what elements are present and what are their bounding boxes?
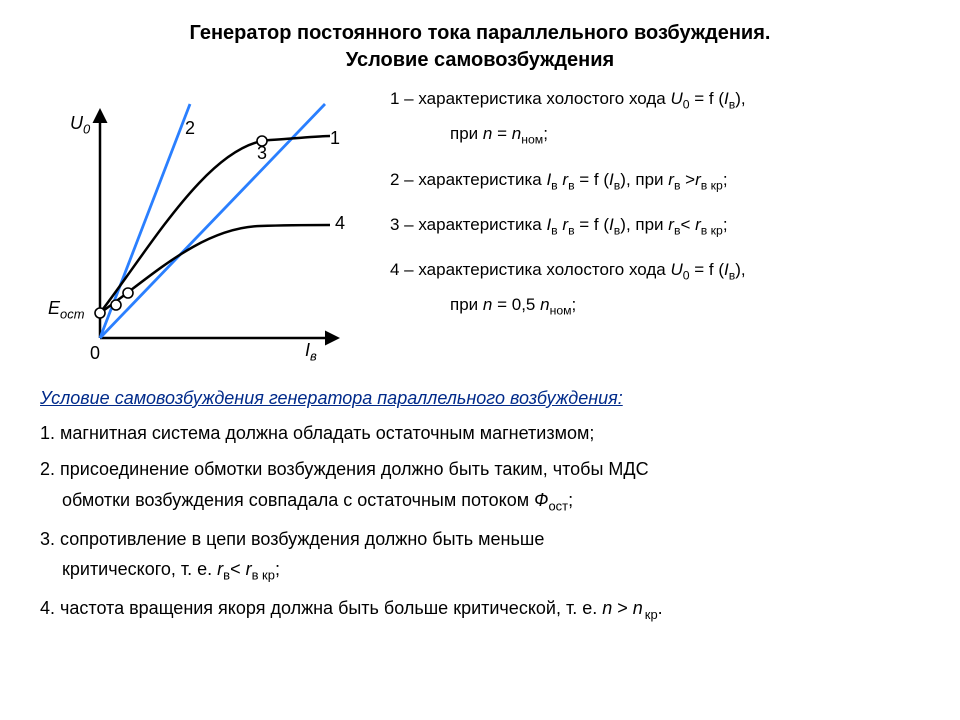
legend-row-3: 3 – характеристика Iв rв = f (Iв), при r… <box>390 214 930 239</box>
line3-label: 3 <box>257 143 267 164</box>
x-axis-label: Iв <box>305 340 317 364</box>
curve1-label: 1 <box>330 128 340 149</box>
chart-area: U0 Iв 0 Еост 1 2 3 4 <box>30 88 380 388</box>
condition-4: 4. частота вращения якоря должна быть бо… <box>40 596 920 623</box>
legend-row-2: 2 – характеристика Iв rв = f (Iв), при r… <box>390 169 930 194</box>
condition-1: 1. магнитная система должна обладать ост… <box>40 421 920 445</box>
origin-label: 0 <box>90 343 100 364</box>
title-l1: Генератор постоянного тока параллельного… <box>190 22 771 44</box>
conditions-heading: Условие самовозбуждения генератора парал… <box>0 388 960 421</box>
page-title: Генератор постоянного тока параллельного… <box>0 0 960 82</box>
title-l2: Условие самовозбуждения <box>346 49 614 71</box>
legend-row-1: 1 – характеристика холостого хода U0 = f… <box>390 88 930 149</box>
y-axis-label: U0 <box>70 113 90 137</box>
curve4-label: 4 <box>335 213 345 234</box>
condition-2: 2. присоединение обмотки возбуждения дол… <box>40 457 920 514</box>
top-row: U0 Iв 0 Еост 1 2 3 4 1 – характеристика … <box>0 82 960 388</box>
e-ost-label: Еост <box>48 298 85 322</box>
legend: 1 – характеристика холостого хода U0 = f… <box>380 88 930 388</box>
legend-row-4: 4 – характеристика холостого хода U0 = f… <box>390 259 930 320</box>
line2-label: 2 <box>185 118 195 139</box>
conditions-list: 1. магнитная система должна обладать ост… <box>0 421 960 623</box>
condition-3: 3. сопротивление в цепи возбуждения долж… <box>40 527 920 584</box>
